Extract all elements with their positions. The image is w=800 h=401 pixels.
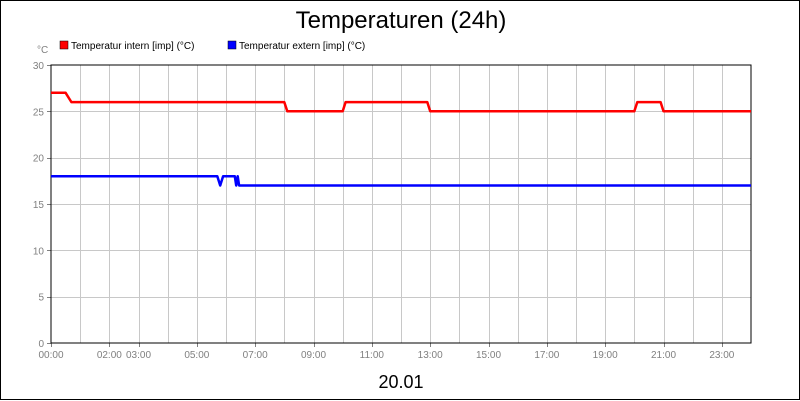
y-axis-ticks: 0 5 10 15 20 25 30: [33, 61, 51, 350]
legend-swatch-intern: [59, 40, 69, 50]
chart-title: Temperaturen (24h): [296, 7, 507, 34]
series-line-intern: [51, 91, 751, 113]
legend-swatch-extern: [227, 40, 237, 50]
series-layer: [51, 91, 751, 187]
grid-lines: [51, 65, 751, 343]
y-tick-label: 15: [33, 200, 45, 211]
x-tick-label: 05:00: [184, 350, 209, 361]
y-tick-label: 5: [38, 293, 44, 304]
legend-label-extern: Temperatur extern [imp] (°C): [239, 41, 365, 52]
x-axis-date-label: 20.01: [378, 372, 423, 392]
x-tick-label: 21:00: [651, 350, 676, 361]
x-tick-label: 13:00: [418, 350, 443, 361]
legend: Temperatur intern [imp] (°C) Temperatur …: [59, 40, 365, 52]
y-tick-label: 30: [33, 61, 45, 72]
y-tick-label: 0: [38, 339, 44, 350]
plot-area-border: [50, 64, 752, 344]
y-tick-label: 25: [33, 107, 45, 118]
x-tick-label: 23:00: [709, 350, 734, 361]
x-tick-label: 09:00: [301, 350, 326, 361]
x-tick-label: 15:00: [476, 350, 501, 361]
y-axis-unit: °C: [37, 45, 48, 56]
y-tick-label: 20: [33, 154, 45, 165]
x-tick-label: 00:00: [38, 350, 63, 361]
legend-label-intern: Temperatur intern [imp] (°C): [71, 41, 194, 52]
x-tick-label: 11:00: [360, 350, 385, 361]
x-tick-label: 19:00: [593, 350, 618, 361]
x-tick-label: 03:00: [126, 350, 151, 361]
y-tick-label: 10: [33, 246, 45, 257]
x-tick-label: 07:00: [243, 350, 268, 361]
x-tick-label: 02:00: [97, 350, 122, 361]
x-axis-ticks: 00:00 02:00 03:00 05:00 07:00 09:00 11:00 13:00…: [38, 343, 735, 361]
x-tick-label: 17:00: [534, 350, 559, 361]
series-line-extern: [51, 174, 751, 187]
